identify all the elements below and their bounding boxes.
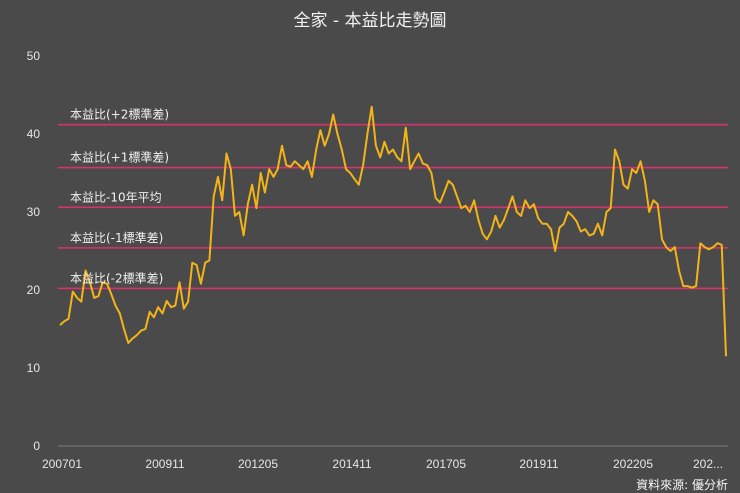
x-tick-label: 202205: [613, 457, 653, 471]
source-note: 資料來源: 優分析: [636, 478, 728, 492]
reference-line-label: 本益比-10年平均: [70, 190, 162, 204]
x-tick-label: 202...: [693, 457, 723, 471]
series-line: [59, 105, 727, 357]
x-tick-label: 201205: [238, 457, 278, 471]
y-tick-label: 40: [27, 127, 41, 141]
y-tick-label: 20: [27, 283, 41, 297]
y-tick-label: 30: [27, 205, 41, 219]
series-layer: [59, 105, 727, 357]
reference-line-label: 本益比(-2標準差): [70, 270, 163, 285]
y-axis-ticks: 0 10 20 30 40 50: [27, 49, 41, 453]
x-tick-label: 201411: [332, 457, 371, 471]
reference-line-label: 本益比(+1標準差): [70, 150, 169, 165]
y-tick-label: 50: [27, 49, 41, 63]
y-tick-label: 10: [27, 361, 41, 375]
x-tick-label: 200701: [42, 457, 82, 471]
x-tick-label: 200911: [145, 457, 184, 471]
y-tick-label: 0: [33, 439, 40, 453]
reference-line-label: 本益比(+2標準差): [70, 107, 169, 122]
reference-line-label: 本益比(-1標準差): [70, 230, 163, 245]
x-tick-label: 201911: [519, 457, 558, 471]
x-axis-ticks: 200701 200911 201205 201411 201705 201911 2022…: [42, 457, 723, 471]
chart-title: 全家 - 本益比走勢圖: [294, 11, 447, 31]
reference-lines: [58, 123, 728, 290]
x-tick-label: 201705: [426, 457, 466, 471]
